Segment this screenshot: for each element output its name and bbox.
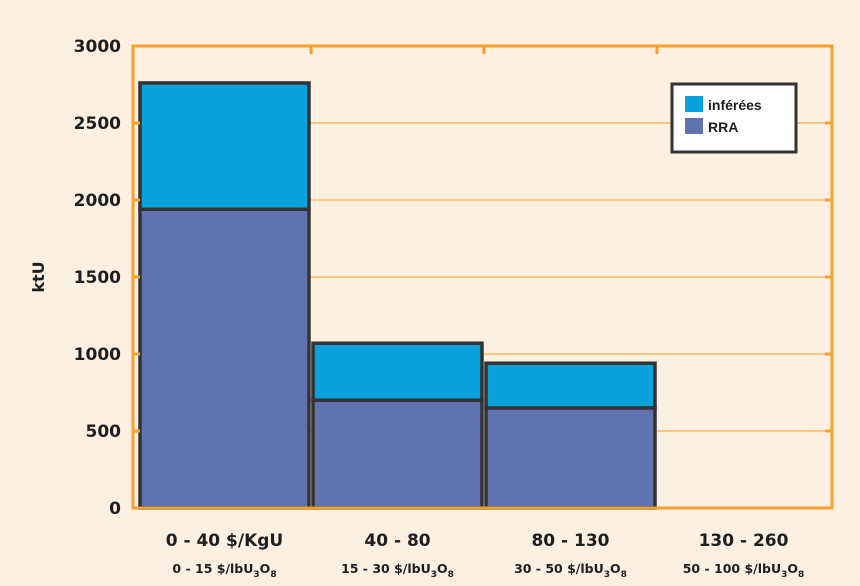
bar-rra-2 (484, 406, 657, 510)
x-category-sublabel: 50 - 100 $/lbU3O8 (683, 561, 805, 580)
bar-inferees-0 (138, 81, 311, 211)
legend: inférées RRA (670, 82, 798, 154)
sublabel-subscript: 3 (431, 570, 437, 580)
y-tick-label: 3000 (74, 37, 121, 57)
bar-rra-0 (138, 207, 311, 510)
x-category-label: 40 - 80 (364, 531, 430, 551)
sublabel-element: O (787, 561, 798, 576)
y-tick-label: 2000 (74, 191, 121, 211)
y-tick-label: 0 (109, 499, 121, 519)
legend-swatch-inferees (685, 96, 703, 112)
legend-label-rra: RRA (708, 119, 738, 135)
sublabel-subscript: 3 (253, 570, 259, 580)
sublabel-element: O (437, 561, 448, 576)
sublabel-subscript: 8 (448, 570, 454, 580)
bar-rra-1 (311, 398, 484, 510)
bar-inferees-2 (484, 361, 657, 410)
x-category-label: 0 - 40 $/KgU (166, 531, 283, 551)
sublabel-subscript: 3 (781, 570, 787, 580)
sublabel-subscript: 8 (270, 570, 276, 580)
x-category-label: 80 - 130 (531, 531, 609, 551)
y-tick-labels: 0 500 1000 1500 2000 2500 3000 (74, 37, 121, 519)
sublabel-prefix: 50 - 100 $/lbU (683, 561, 781, 576)
x-category-sublabel: 0 - 15 $/lbU3O8 (172, 561, 276, 580)
y-tick-label: 500 (86, 422, 122, 442)
sublabel-prefix: 15 - 30 $/lbU (341, 561, 431, 576)
x-category-sublabel: 30 - 50 $/lbU3O8 (514, 561, 627, 580)
y-tick-label: 2500 (74, 114, 121, 134)
frame-ticks (133, 44, 832, 510)
x-category-sublabel: 15 - 30 $/lbU3O8 (341, 561, 454, 580)
sublabel-prefix: 0 - 15 $/lbU (172, 561, 253, 576)
sublabel-subscript: 8 (798, 570, 804, 580)
sublabel-element: O (260, 561, 271, 576)
x-category-label: 130 - 260 (699, 531, 789, 551)
sublabel-subscript: 8 (621, 570, 627, 580)
sublabel-prefix: 30 - 50 $/lbU (514, 561, 604, 576)
y-axis-title: ktU (29, 261, 48, 292)
bars (138, 81, 657, 510)
y-tick-label: 1500 (74, 268, 121, 288)
sublabel-element: O (610, 561, 621, 576)
bar-inferees-1 (311, 341, 484, 402)
legend-swatch-rra (685, 118, 703, 134)
legend-label-inferees: inférées (708, 97, 762, 113)
sublabel-subscript: 3 (604, 570, 610, 580)
y-tick-label: 1000 (74, 345, 121, 365)
